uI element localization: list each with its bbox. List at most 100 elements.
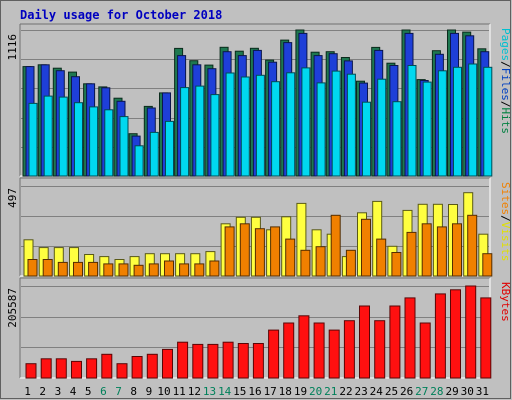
bar-kbytes-day-15: [237, 343, 249, 379]
bar-pages-day-16: [255, 74, 265, 177]
x-label-day-18: 18: [279, 385, 292, 398]
bar-sites-day-11: [179, 263, 190, 277]
bar-kbytes-day-17: [268, 329, 280, 379]
bar-kbytes-day-11: [177, 341, 189, 379]
bar-pages-day-9: [149, 131, 159, 177]
x-label-day-24: 24: [370, 385, 384, 398]
bar-sites-day-4: [73, 261, 83, 277]
bar-kbytes-day-16: [252, 343, 264, 379]
x-label-day-29: 29: [445, 385, 458, 398]
y-max-label: 497: [6, 188, 19, 208]
panel-hits-files-pages: 1116 Pages/Files/Hits: [6, 23, 512, 177]
bar-pages-day-30: [468, 63, 478, 177]
legend-sites: Sites: [499, 182, 512, 215]
bar-sites-day-9: [148, 263, 159, 277]
bar-sites-day-1: [27, 259, 38, 277]
bar-sites-day-18: [285, 238, 296, 277]
bar-sites-day-10: [164, 260, 174, 277]
bar-sites-day-3: [57, 261, 68, 277]
legend-label: Pages/Files/Hits: [499, 28, 512, 134]
y-max-label: 205587: [6, 288, 19, 328]
bar-sites-day-19: [300, 249, 311, 277]
bar-sites-day-27: [421, 223, 432, 277]
x-label-day-16: 16: [248, 385, 261, 398]
bar-kbytes-day-14: [222, 341, 234, 379]
bar-pages-day-20: [316, 82, 326, 177]
x-label-day-19: 19: [294, 385, 307, 398]
x-label-day-4: 4: [70, 385, 77, 398]
bar-kbytes-day-7: [116, 363, 128, 379]
bar-pages-day-26: [407, 65, 417, 177]
bar-pages-day-19: [301, 67, 311, 177]
x-label-day-7: 7: [115, 385, 122, 398]
bar-pages-day-3: [58, 96, 68, 177]
bar-sites-day-30: [467, 214, 478, 277]
bar-sites-day-6: [103, 263, 114, 277]
bar-pages-day-25: [392, 101, 402, 177]
y-max-label: 1116: [6, 34, 19, 61]
bar-kbytes-day-20: [313, 322, 325, 379]
bar-pages-day-18: [286, 72, 296, 177]
x-label-day-10: 10: [157, 385, 170, 398]
bar-kbytes-day-27: [419, 322, 431, 379]
legend-kbytes: KBytes: [499, 282, 512, 322]
bar-pages-day-4: [74, 102, 83, 177]
bar-pages-day-28: [437, 70, 447, 177]
bar-sites-day-20: [315, 246, 326, 277]
x-label-day-14: 14: [218, 385, 232, 398]
bar-kbytes-day-28: [434, 293, 446, 379]
bar-kbytes-day-25: [389, 305, 401, 379]
bar-pages-day-10: [165, 120, 174, 177]
bar-sites-day-14: [224, 226, 235, 277]
bar-sites-day-16: [254, 228, 265, 277]
bar-sites-day-8: [133, 264, 144, 277]
x-label-day-28: 28: [430, 385, 443, 398]
bar-sites-day-2: [42, 259, 53, 277]
bar-pages-day-6: [104, 109, 114, 177]
bar-kbytes-day-19: [298, 315, 310, 379]
bar-sites-day-7: [118, 263, 129, 277]
bar-sites-day-21: [330, 214, 341, 277]
bar-pages-day-22: [346, 73, 356, 177]
x-label-day-1: 1: [24, 385, 31, 398]
bar-kbytes-day-13: [207, 343, 219, 379]
x-label-day-5: 5: [85, 385, 92, 398]
bar-kbytes-day-12: [192, 343, 204, 379]
bar-kbytes-day-26: [404, 297, 416, 379]
bar-kbytes-day-5: [86, 358, 98, 379]
bar-kbytes-day-3: [55, 358, 67, 379]
bar-pages-day-15: [240, 76, 250, 177]
x-label-day-26: 26: [400, 385, 413, 398]
bar-pages-day-8: [134, 145, 144, 177]
x-label-day-25: 25: [385, 385, 398, 398]
legend-label: Sites/Visits: [499, 182, 512, 262]
x-label-day-23: 23: [354, 385, 367, 398]
bar-pages-day-29: [453, 66, 462, 177]
x-label-day-30: 30: [461, 385, 474, 398]
bar-sites-day-23: [361, 218, 371, 277]
legend-visits: Visits: [499, 222, 512, 262]
bar-pages-day-12: [195, 85, 205, 177]
bar-pages-day-5: [89, 106, 99, 177]
x-label-day-11: 11: [173, 385, 186, 398]
x-label-day-15: 15: [233, 385, 246, 398]
bar-pages-day-17: [271, 81, 281, 177]
legend-pages: Pages: [499, 28, 512, 61]
bar-kbytes-day-2: [40, 358, 52, 379]
bar-pages-day-13: [210, 94, 220, 177]
bar-kbytes-day-8: [131, 356, 143, 379]
legend-slash: /: [499, 61, 512, 68]
x-label-day-8: 8: [130, 385, 137, 398]
bar-sites-day-17: [270, 226, 281, 277]
bar-sites-day-26: [406, 231, 417, 277]
bar-sites-day-29: [452, 223, 462, 277]
bar-pages-day-14: [225, 72, 235, 177]
x-label-day-20: 20: [309, 385, 322, 398]
bar-kbytes-day-18: [283, 322, 295, 379]
bar-sites-day-28: [436, 226, 447, 277]
bar-kbytes-day-31: [480, 297, 492, 379]
x-label-day-12: 12: [188, 385, 201, 398]
panel-kbytes: 205587 KBytes: [6, 277, 512, 379]
